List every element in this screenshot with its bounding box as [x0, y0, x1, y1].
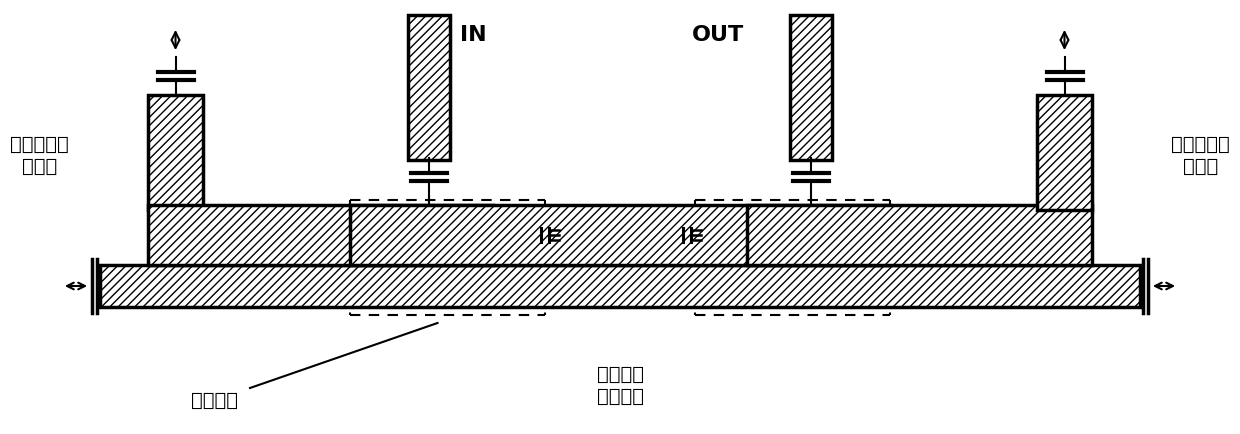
Bar: [790, 15, 832, 160]
Bar: [1037, 95, 1092, 210]
Bar: [100, 265, 1140, 307]
Bar: [408, 15, 450, 160]
Text: OUT: OUT: [692, 25, 744, 45]
Bar: [148, 205, 494, 265]
Text: 第三半波长
谐振器: 第三半波长 谐振器: [1172, 135, 1230, 175]
Text: 第二半波
长谐振器: 第二半波 长谐振器: [596, 365, 644, 405]
Bar: [350, 205, 890, 265]
Text: 耦合区域: 耦合区域: [191, 391, 238, 410]
Text: IN: IN: [460, 25, 486, 45]
Bar: [746, 205, 1092, 265]
Text: 第一半波长
谐振器: 第一半波长 谐振器: [10, 135, 68, 175]
Bar: [148, 95, 203, 210]
